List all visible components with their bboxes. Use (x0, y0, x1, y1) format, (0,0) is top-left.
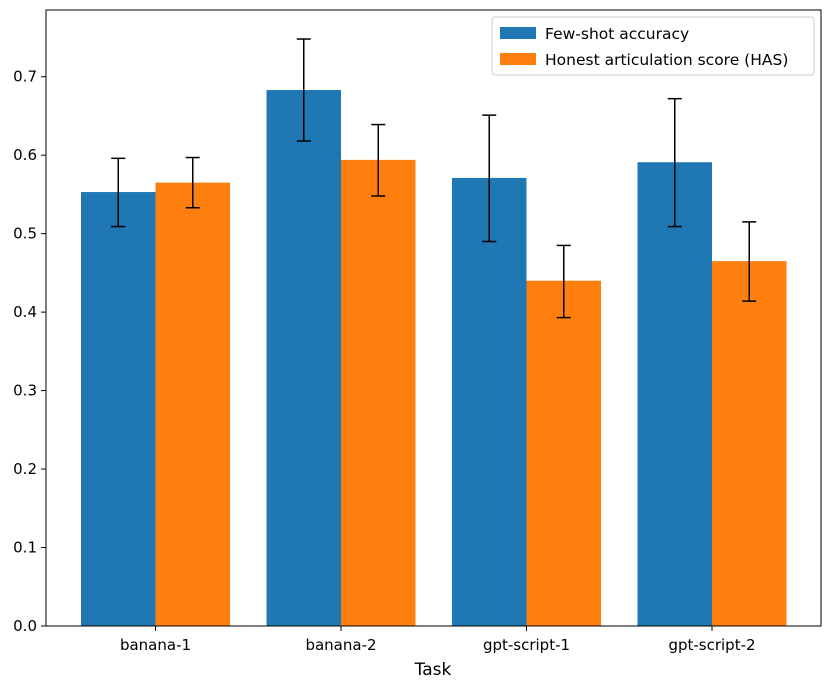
error-bar (296, 38, 311, 142)
error-bar (556, 244, 571, 319)
bar-gpt-script-1-series-1 (452, 177, 527, 627)
y-tick-label: 0.2 (13, 460, 37, 478)
x-tick-label: gpt-script-1 (483, 636, 570, 654)
y-tick-label: 0.7 (13, 68, 37, 86)
bar-banana-1-series-1 (81, 192, 156, 626)
bar-banana-2-series-1 (266, 90, 341, 626)
legend-swatch (500, 53, 536, 65)
y-tick-label: 0.3 (13, 382, 37, 400)
x-tick-label: banana-2 (305, 636, 376, 654)
error-bar (742, 221, 757, 302)
error-bar (667, 97, 682, 228)
y-tick-label: 0.0 (13, 617, 37, 635)
y-axis: 0.0 0.1 0.2 0.3 0.4 0.5 0.6 0.7 (13, 68, 46, 635)
bar-banana-2-series-2 (341, 159, 416, 626)
legend-label: Few-shot accuracy (545, 25, 689, 43)
legend-label: Honest articulation score (HAS) (545, 51, 788, 69)
error-bar (185, 156, 200, 209)
x-axis-title: Task (414, 660, 452, 680)
legend-box (491, 16, 815, 76)
x-tick-label: gpt-script-2 (668, 636, 755, 654)
x-axis: banana-1 banana-2 gpt-script-1 gpt-script-2 (120, 626, 756, 654)
y-tick-label: 0.1 (13, 539, 37, 557)
error-bar (482, 114, 497, 243)
bar-gpt-script-2-series-2 (712, 261, 787, 626)
legend-swatch (500, 27, 536, 39)
bar-gpt-script-2-series-1 (637, 162, 712, 627)
bars-group (81, 90, 787, 627)
legend: Few-shot accuracy Honest articulation sco… (491, 16, 815, 76)
error-bar (111, 157, 126, 228)
bar-banana-1-series-2 (155, 182, 230, 626)
plot-area-frame (45, 9, 822, 627)
y-tick-label: 0.4 (13, 303, 37, 321)
x-tick-label: banana-1 (120, 636, 191, 654)
error-bar (371, 123, 386, 197)
bar-gpt-script-1-series-2 (526, 280, 601, 626)
y-tick-label: 0.6 (13, 146, 37, 164)
error-bars-group (111, 38, 757, 319)
y-tick-label: 0.5 (13, 225, 37, 243)
